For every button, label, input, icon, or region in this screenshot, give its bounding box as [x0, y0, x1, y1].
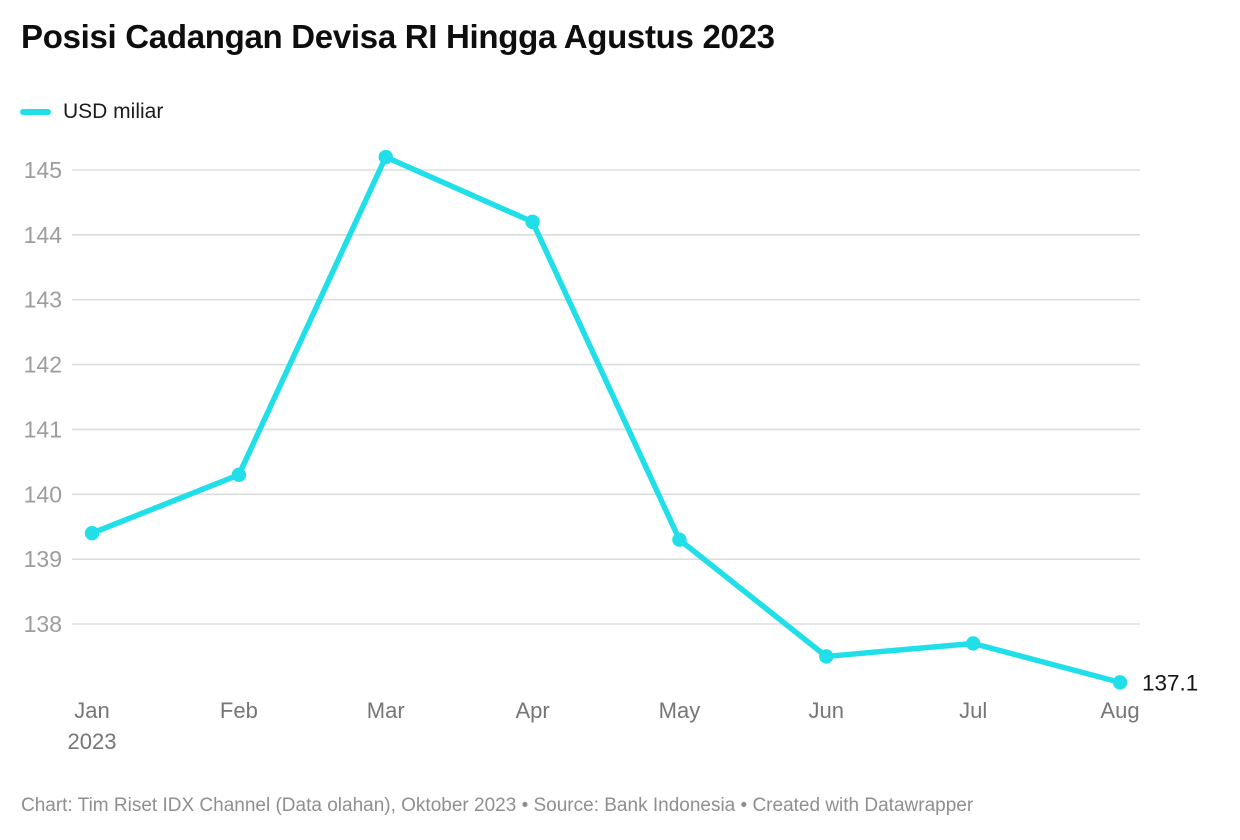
- data-point[interactable]: [965, 636, 981, 651]
- y-tick-label: 145: [24, 157, 62, 183]
- y-tick-label: 138: [24, 611, 62, 637]
- x-axis-year-label: 2023: [68, 729, 117, 754]
- legend: USD miliar: [20, 100, 163, 124]
- x-tick-label: Jan: [74, 698, 109, 723]
- line-chart: 138 139 140 141 142 143 144 145 Jan 2023 Feb Mar Apr…: [0, 140, 1240, 770]
- x-tick-label: Jul: [959, 698, 987, 723]
- chart-canvas: 138 139 140 141 142 143 144 145 Jan 2023 Feb Mar Apr…: [24, 149, 1198, 754]
- legend-label: USD miliar: [63, 100, 164, 123]
- data-point[interactable]: [378, 149, 393, 165]
- y-tick-label: 144: [24, 222, 63, 248]
- y-tick-label: 140: [24, 481, 62, 507]
- data-point[interactable]: [819, 649, 834, 664]
- chart-footer: Chart: Tim Riset IDX Channel (Data olaha…: [21, 795, 974, 816]
- y-tick-label: 141: [24, 416, 62, 442]
- data-point[interactable]: [84, 525, 100, 541]
- data-point[interactable]: [672, 532, 687, 547]
- x-tick-label: Mar: [367, 698, 405, 723]
- last-value-label: 137.1: [1142, 670, 1198, 695]
- chart-title: Posisi Cadangan Devisa RI Hingga Agustus…: [21, 18, 775, 55]
- x-tick-label: Aug: [1100, 698, 1139, 723]
- x-tick-label: Apr: [515, 698, 549, 723]
- data-point[interactable]: [231, 467, 247, 483]
- legend-line-swatch: [20, 109, 51, 115]
- y-tick-label: 142: [24, 352, 62, 378]
- data-point[interactable]: [1112, 675, 1128, 690]
- data-point[interactable]: [525, 214, 540, 230]
- x-tick-label: May: [659, 698, 701, 723]
- x-tick-label: Feb: [220, 698, 258, 723]
- series-line: [89, 154, 1123, 686]
- y-tick-label: 139: [24, 546, 62, 572]
- x-tick-label: Jun: [809, 698, 844, 723]
- y-tick-label: 143: [24, 287, 62, 313]
